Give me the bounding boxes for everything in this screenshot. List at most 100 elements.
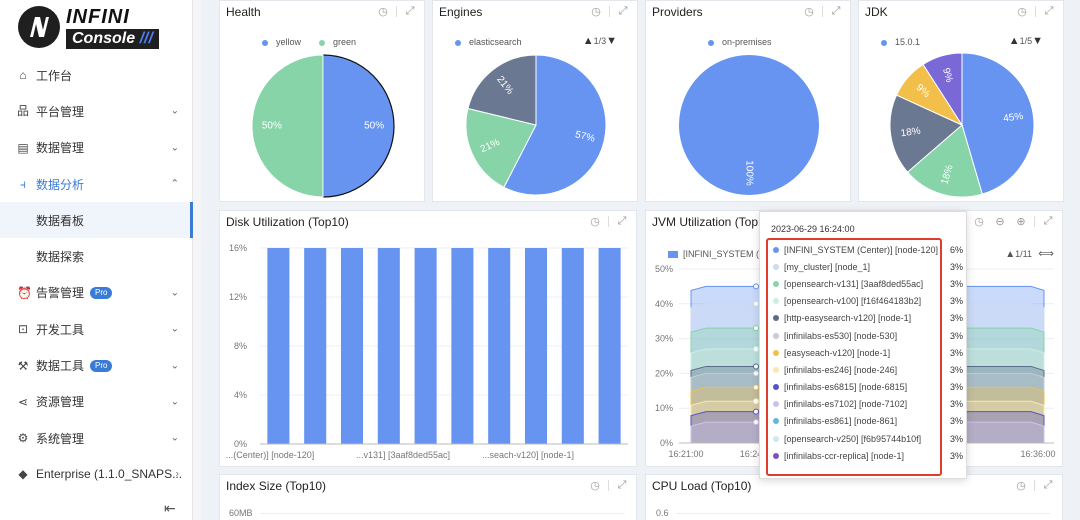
series-point[interactable] (753, 398, 759, 405)
pie-slice[interactable] (467, 54, 537, 126)
infini-console-logo[interactable]: INFINI Console /// (18, 6, 168, 49)
sidebar-item-label: 平台管理 (36, 104, 85, 119)
series-point[interactable] (753, 300, 759, 307)
sidebar-item[interactable]: 数据探索 (0, 238, 193, 274)
bar[interactable] (304, 248, 327, 444)
series-point[interactable] (753, 419, 759, 426)
series-point[interactable] (753, 325, 759, 332)
clock-icon[interactable]: ◷ (1017, 6, 1027, 18)
fullscreen-icon[interactable]: ⤢ (617, 479, 627, 491)
clock-icon[interactable]: ◷ (590, 480, 600, 492)
legend-item[interactable]: green (319, 37, 356, 47)
clock-icon[interactable]: ◷ (974, 216, 984, 228)
sidebar-item-label: 告警管理 (36, 286, 85, 301)
chart-legend: yellow green (262, 37, 356, 47)
bar[interactable] (267, 248, 290, 444)
bar[interactable] (414, 248, 437, 444)
clock-icon[interactable]: ◷ (378, 6, 388, 18)
series-value: 3% (950, 278, 964, 289)
bar[interactable] (451, 248, 474, 444)
bar[interactable] (598, 248, 621, 444)
series-point[interactable] (753, 408, 759, 415)
clock-icon[interactable]: ◷ (591, 6, 601, 18)
next-page-icon[interactable]: ▼ (1032, 35, 1043, 47)
series-value: 3% (950, 296, 964, 307)
sidebar-item[interactable]: ◆ Enterprise (1.1.0_SNAPS... › (0, 456, 193, 492)
bar[interactable] (340, 248, 364, 444)
zoom-in-icon[interactable]: ⊕ (1016, 216, 1026, 228)
fullscreen-icon[interactable]: ⤢ (1043, 215, 1053, 227)
clock-icon[interactable]: ◷ (590, 216, 600, 228)
fullscreen-icon[interactable]: ⤢ (1044, 5, 1054, 17)
sidebar-item[interactable]: ⋖ 资源管理 ⌄ (0, 384, 193, 420)
collapse-sidebar-icon[interactable]: ⇤ (164, 500, 176, 516)
divider (609, 6, 610, 17)
fullscreen-icon[interactable]: ⤢ (1043, 479, 1053, 491)
clock-icon[interactable]: ◷ (804, 6, 814, 18)
sidebar-item-label: 开发工具 (36, 322, 85, 337)
pie-slice[interactable] (906, 124, 983, 198)
chart-legend: 15.0.1 (881, 37, 920, 47)
fullscreen-icon[interactable]: ⤢ (618, 5, 628, 17)
pie-slice[interactable] (679, 55, 819, 195)
sidebar-item[interactable]: ⏰ 告警管理 Pro ⌄ (0, 275, 193, 311)
prev-page-icon[interactable]: ▲ (1008, 35, 1020, 47)
sidebar-scrollbar[interactable] (193, 0, 201, 520)
pie-slice[interactable] (503, 54, 607, 196)
y-axis-tick: 50% (655, 264, 673, 274)
prev-page-icon[interactable]: ▲ (582, 35, 594, 47)
sidebar-item[interactable]: ⫞ 数据分析 ⌃ (0, 166, 193, 202)
fullscreen-icon[interactable]: ⤢ (617, 215, 627, 227)
bar[interactable] (377, 248, 400, 444)
series-point[interactable] (753, 363, 759, 370)
fullscreen-icon[interactable]: ⤢ (831, 5, 841, 17)
y-axis-tick: 20% (655, 368, 673, 378)
chevron-icon: ⌃ (170, 178, 179, 190)
gridline (260, 513, 624, 514)
prev-page-icon[interactable]: ▲ (1005, 249, 1016, 260)
series-name: [infinilabs-ccr-replica] [node-1] (784, 450, 905, 461)
series-point[interactable] (753, 346, 759, 353)
slice-label: 45% (1003, 111, 1024, 125)
engines-panel: Engines ◷ ⤢ elasticsearch ▲1/3▼ 57% 21% 21% (432, 0, 638, 202)
bar[interactable] (561, 248, 584, 444)
toggle-legend-icon[interactable]: ⟺ (1038, 248, 1054, 260)
series-point[interactable] (753, 370, 759, 377)
series-color-dot (773, 384, 779, 391)
fullscreen-icon[interactable]: ⤢ (405, 5, 415, 17)
sidebar-item-label: 系统管理 (36, 431, 85, 446)
legend-item[interactable]: elasticsearch (455, 37, 522, 47)
sidebar-item[interactable]: ▤ 数据管理 ⌄ (0, 130, 193, 166)
disk-utilization-panel: Disk Utilization (Top10) ◷ ⤢ 16% 12% 8% 4% 0%… (219, 210, 637, 467)
pie-slice[interactable] (251, 54, 324, 198)
sidebar-item[interactable]: ⊡ 开发工具 ⌄ (0, 311, 193, 347)
pie-slice[interactable] (465, 107, 537, 188)
bar[interactable] (524, 248, 548, 444)
divider (608, 216, 609, 227)
series-point[interactable] (753, 283, 759, 290)
series-name: [opensearch-v100] [f16f464183b2] (784, 296, 922, 307)
legend-item[interactable]: 15.0.1 (881, 37, 920, 47)
next-page-icon[interactable]: ▼ (606, 35, 617, 47)
pie-slice[interactable] (889, 94, 963, 173)
pie-slice[interactable] (922, 52, 963, 127)
zoom-out-icon[interactable]: ⊖ (995, 216, 1005, 228)
series-point[interactable] (753, 384, 759, 391)
legend-item[interactable]: [INFINI_SYSTEM (C (683, 249, 766, 259)
chevron-icon: ⌄ (170, 323, 179, 335)
pie-slice[interactable] (322, 54, 395, 198)
clock-icon[interactable]: ◷ (1016, 480, 1026, 492)
chevron-icon: ⌄ (170, 105, 179, 117)
legend-item[interactable]: on-premises (708, 37, 772, 47)
sidebar-item[interactable]: 数据看板 (0, 202, 193, 239)
sidebar-item[interactable]: 品平台管理 ⌄ (0, 93, 193, 129)
sidebar-item[interactable]: ⌂ 工作台 (0, 57, 193, 93)
series-value: 3% (950, 399, 964, 410)
pie-slice[interactable] (961, 52, 1035, 195)
sidebar-item[interactable]: ⚒ 数据工具 Pro ⌄ (0, 347, 193, 383)
bar[interactable] (488, 248, 511, 444)
sidebar-item[interactable]: ⚙ 系统管理 ⌄ (0, 420, 193, 456)
legend-item[interactable]: yellow (262, 37, 301, 47)
series-color-dot (773, 452, 779, 459)
series-value: 3% (950, 416, 964, 427)
